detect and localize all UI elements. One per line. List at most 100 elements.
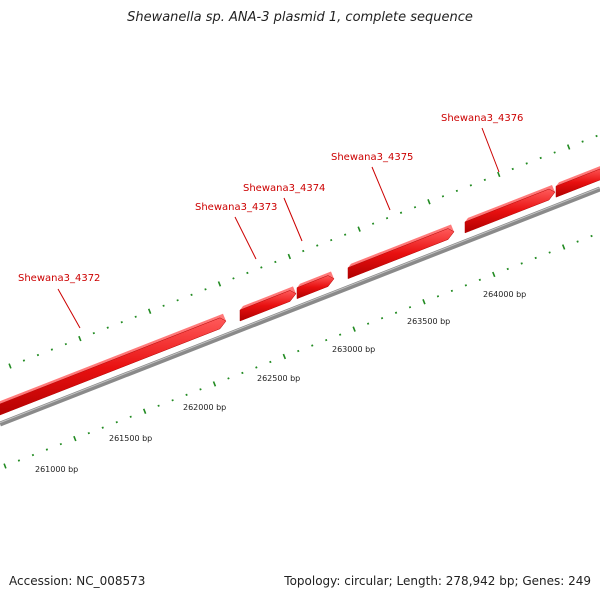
gene-label[interactable]: Shewana3_4372 — [18, 273, 100, 284]
scale-label: 263500 bp — [407, 317, 450, 326]
lower-tick-mark — [282, 353, 287, 360]
lower-tick-mark — [297, 349, 300, 353]
upper-tick-mark — [441, 195, 445, 198]
upper-tick-mark — [287, 253, 292, 260]
gene-arrow-top — [348, 224, 454, 268]
upper-tick-mark — [217, 281, 222, 287]
upper-tick-mark — [413, 206, 417, 209]
upper-tick-mark — [399, 211, 403, 214]
gene-arrow-top — [240, 286, 296, 310]
upper-tick-mark — [8, 363, 12, 369]
lower-tick-mark — [548, 251, 551, 254]
lower-tick-mark — [366, 322, 370, 325]
lower-tick-mark — [212, 381, 217, 387]
upper-tick-mark — [92, 332, 95, 335]
upper-tick-mark — [120, 321, 123, 324]
lower-tick-mark — [394, 311, 398, 314]
map-title: Shewanella sp. ANA-3 plasmid 1, complete… — [127, 10, 473, 25]
lower-tick-mark — [59, 442, 63, 446]
lower-tick-mark — [338, 333, 342, 336]
lower-tick-mark — [590, 234, 593, 238]
upper-tick-mark — [469, 184, 473, 187]
lower-tick-mark — [241, 371, 244, 375]
lower-tick-mark — [199, 388, 202, 391]
upper-tick-mark — [566, 144, 571, 150]
upper-tick-mark — [595, 134, 598, 138]
gene-arrow[interactable] — [347, 228, 455, 280]
lower-tick-mark — [157, 404, 160, 407]
upper-tick-mark — [316, 244, 319, 247]
lower-tick-mark — [142, 408, 147, 414]
upper-tick-mark — [385, 217, 389, 220]
upper-tick-mark — [581, 140, 584, 143]
upper-tick-mark — [497, 171, 501, 178]
upper-tick-mark — [64, 342, 68, 346]
gene-arrow[interactable] — [464, 188, 556, 234]
lower-tick-mark — [73, 435, 77, 442]
lower-tick-mark — [255, 366, 258, 369]
upper-tick-mark — [511, 167, 514, 171]
lower-tick-mark — [101, 426, 104, 429]
dna-backbone — [0, 186, 600, 427]
upper-tick-mark — [22, 359, 26, 362]
lower-tick-mark — [506, 267, 509, 271]
upper-tick-mark — [147, 308, 152, 314]
gene-arrow-top — [465, 185, 555, 222]
lower-tick-mark — [492, 271, 496, 278]
upper-tick-mark — [162, 304, 165, 307]
gene-arrow[interactable] — [239, 290, 297, 322]
gene-leader-line — [234, 216, 257, 260]
lower-tick-track — [3, 234, 593, 469]
upper-tick-mark — [36, 353, 40, 357]
upper-tick-mark — [455, 189, 459, 192]
lower-tick-mark — [45, 448, 49, 451]
scale-label: 263000 bp — [332, 345, 375, 354]
upper-tick-mark — [50, 348, 54, 351]
gene-label[interactable]: Shewana3_4376 — [441, 113, 523, 124]
gene-leader-line — [371, 166, 391, 211]
upper-tick-mark — [357, 226, 361, 232]
lower-tick-mark — [31, 453, 35, 457]
gene-arrow[interactable] — [296, 275, 335, 300]
upper-tick-mark — [260, 266, 263, 269]
lower-tick-mark — [436, 295, 440, 298]
gene-arrow[interactable] — [0, 317, 227, 419]
gene-arrow[interactable] — [555, 167, 600, 198]
lower-tick-mark — [269, 360, 272, 364]
gene-arrow-top — [0, 313, 226, 404]
upper-tick-mark — [204, 288, 207, 291]
lower-tick-mark — [561, 244, 566, 250]
gene-arrow-top — [556, 166, 600, 187]
gene-label[interactable]: Shewana3_4373 — [195, 202, 277, 213]
upper-tick-mark — [483, 178, 487, 182]
gene-label[interactable]: Shewana3_4375 — [331, 152, 413, 163]
upper-tick-mark — [134, 315, 137, 318]
lower-tick-mark — [129, 415, 132, 418]
upper-tick-mark — [106, 326, 109, 329]
lower-tick-mark — [380, 317, 384, 320]
lower-tick-mark — [576, 240, 579, 243]
scale-label: 261000 bp — [35, 465, 78, 474]
gene-track — [0, 166, 600, 419]
summary-text: Topology: circular; Length: 278,942 bp; … — [284, 574, 591, 588]
lower-tick-mark — [478, 278, 482, 282]
scale-label: 264000 bp — [483, 290, 526, 299]
upper-tick-mark — [525, 162, 528, 165]
lower-tick-mark — [408, 306, 412, 309]
upper-tick-mark — [176, 299, 179, 302]
lower-tick-mark — [450, 289, 454, 292]
upper-tick-mark — [539, 156, 542, 160]
lower-tick-mark — [87, 432, 90, 435]
gene-leader-line — [283, 197, 303, 242]
gene-leader-line — [481, 127, 500, 173]
scale-label: 262500 bp — [257, 374, 300, 383]
upper-tick-mark — [553, 151, 556, 154]
upper-tick-mark — [427, 199, 431, 205]
lower-tick-mark — [171, 399, 174, 402]
upper-tick-mark — [371, 222, 375, 225]
gene-label[interactable]: Shewana3_4374 — [243, 183, 325, 194]
lower-tick-mark — [464, 284, 468, 287]
upper-tick-mark — [190, 293, 193, 297]
upper-tick-mark — [274, 260, 277, 264]
